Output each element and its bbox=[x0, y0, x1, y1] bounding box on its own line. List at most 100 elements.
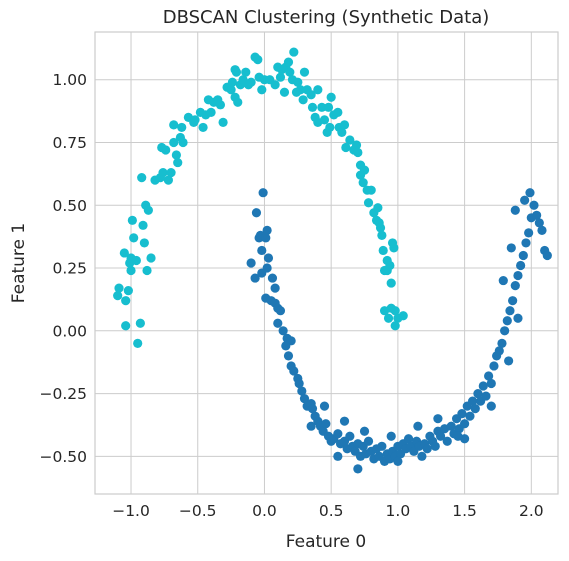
cluster-1-point bbox=[417, 451, 427, 461]
cluster-0-point bbox=[257, 85, 267, 95]
y-tick-label: 0.25 bbox=[52, 260, 87, 278]
cluster-1-point bbox=[453, 431, 463, 441]
cluster-0-point bbox=[373, 203, 383, 213]
x-tick-label: 1.5 bbox=[452, 502, 477, 520]
cluster-0-point bbox=[126, 265, 136, 276]
grid-lines bbox=[95, 32, 558, 494]
cluster-0-point bbox=[133, 338, 143, 348]
cluster-1-point bbox=[359, 426, 370, 436]
cluster-0-point bbox=[325, 122, 335, 133]
cluster-1-point bbox=[297, 386, 307, 396]
cluster-1-point bbox=[513, 313, 523, 323]
cluster-1-point bbox=[498, 275, 508, 286]
cluster-1-point bbox=[465, 411, 475, 421]
cluster-0-point bbox=[378, 245, 388, 256]
cluster-1-point bbox=[518, 250, 528, 261]
y-tick-labels: −0.50 −0.25 0.00 0.25 0.50 0.75 1.00 bbox=[40, 71, 88, 466]
cluster-1-point bbox=[267, 273, 278, 283]
cluster-0-point bbox=[283, 57, 294, 67]
cluster-1-point bbox=[333, 429, 343, 439]
cluster-0-point bbox=[158, 168, 168, 178]
cluster-1-point bbox=[257, 245, 267, 256]
cluster-1-point bbox=[353, 464, 363, 474]
cluster-0-point bbox=[123, 286, 133, 296]
cluster-0-point bbox=[206, 107, 216, 117]
cluster-1-point bbox=[504, 356, 514, 366]
cluster-1-point bbox=[433, 414, 443, 424]
cluster-1-point bbox=[486, 378, 496, 389]
cluster-0-point bbox=[146, 253, 156, 263]
cluster-1-point bbox=[258, 188, 268, 198]
cluster-1-point bbox=[470, 404, 480, 414]
y-tick-label: 0.00 bbox=[52, 322, 87, 340]
cluster-0-point bbox=[359, 165, 370, 175]
cluster-0-point bbox=[319, 115, 330, 125]
cluster-0-point bbox=[351, 140, 362, 150]
cluster-1-point bbox=[478, 381, 488, 391]
cluster-0-point bbox=[227, 77, 238, 87]
cluster-0-point bbox=[169, 120, 179, 130]
cluster-1-point bbox=[516, 260, 526, 271]
cluster-0-point bbox=[138, 220, 148, 230]
cluster-0-point bbox=[387, 238, 398, 248]
cluster-1-point bbox=[333, 451, 343, 461]
cluster-0-point bbox=[166, 168, 176, 178]
cluster-1-point bbox=[525, 188, 535, 198]
cluster-0-point bbox=[313, 85, 323, 95]
cluster-0-point bbox=[215, 100, 226, 110]
cluster-1-point bbox=[294, 378, 304, 389]
cluster-1-point bbox=[489, 361, 499, 371]
x-tick-label: −1.0 bbox=[112, 502, 150, 520]
cluster-0-point bbox=[307, 102, 318, 112]
cluster-1-point bbox=[299, 393, 310, 404]
cluster-1-point bbox=[246, 258, 256, 268]
cluster-0-point bbox=[298, 95, 308, 105]
cluster-0-point bbox=[178, 137, 188, 148]
cluster-1-point bbox=[386, 431, 396, 441]
cluster-0-point bbox=[377, 230, 387, 240]
cluster-1-point bbox=[484, 371, 494, 381]
cluster-0-point bbox=[323, 102, 334, 112]
cluster-0-point bbox=[177, 122, 187, 133]
cluster-0-point bbox=[218, 117, 228, 127]
cluster-1-point bbox=[513, 270, 523, 281]
cluster-0-point bbox=[289, 47, 299, 57]
y-tick-label: 0.50 bbox=[52, 197, 87, 215]
cluster-0-point bbox=[114, 283, 124, 293]
cluster-0-point bbox=[169, 137, 179, 148]
cluster-0-point bbox=[127, 215, 137, 225]
cluster-0-point bbox=[382, 255, 392, 266]
cluster-0-point bbox=[279, 87, 290, 97]
cluster-0-point bbox=[358, 178, 368, 188]
cluster-1-point bbox=[532, 210, 542, 220]
x-tick-label: 0.0 bbox=[252, 502, 277, 520]
cluster-0-point bbox=[190, 115, 200, 125]
x-tick-labels: −1.0 −0.5 0.0 0.5 1.0 1.5 2.0 bbox=[112, 502, 543, 520]
cluster-1-point bbox=[529, 200, 539, 210]
y-axis-label: Feature 1 bbox=[9, 223, 29, 303]
cluster-1-point bbox=[494, 346, 504, 356]
cluster-1-point bbox=[377, 441, 387, 451]
cluster-1-point bbox=[524, 228, 534, 238]
cluster-1-point bbox=[486, 401, 496, 411]
cluster-1-point bbox=[278, 326, 288, 336]
cluster-0-point bbox=[231, 67, 242, 77]
y-tick-label: 0.75 bbox=[52, 134, 87, 152]
cluster-0-point bbox=[345, 135, 355, 145]
cluster-0-point bbox=[317, 102, 327, 112]
cluster-0-point bbox=[293, 77, 303, 87]
cluster-0-point bbox=[135, 318, 145, 328]
cluster-1-point bbox=[497, 338, 507, 348]
cluster-0-point bbox=[121, 296, 131, 306]
cluster-0-point bbox=[119, 248, 129, 258]
cluster-0-point bbox=[142, 265, 152, 276]
cluster-1-point bbox=[261, 233, 271, 243]
cluster-1-point bbox=[281, 341, 291, 351]
cluster-0-point bbox=[353, 147, 363, 158]
cluster-1-point bbox=[321, 419, 331, 429]
cluster-1-point bbox=[273, 318, 283, 328]
cluster-0-point bbox=[253, 55, 263, 65]
cluster-1-point bbox=[345, 431, 355, 441]
cluster-1-point bbox=[403, 434, 414, 444]
cluster-0-point bbox=[113, 291, 123, 301]
